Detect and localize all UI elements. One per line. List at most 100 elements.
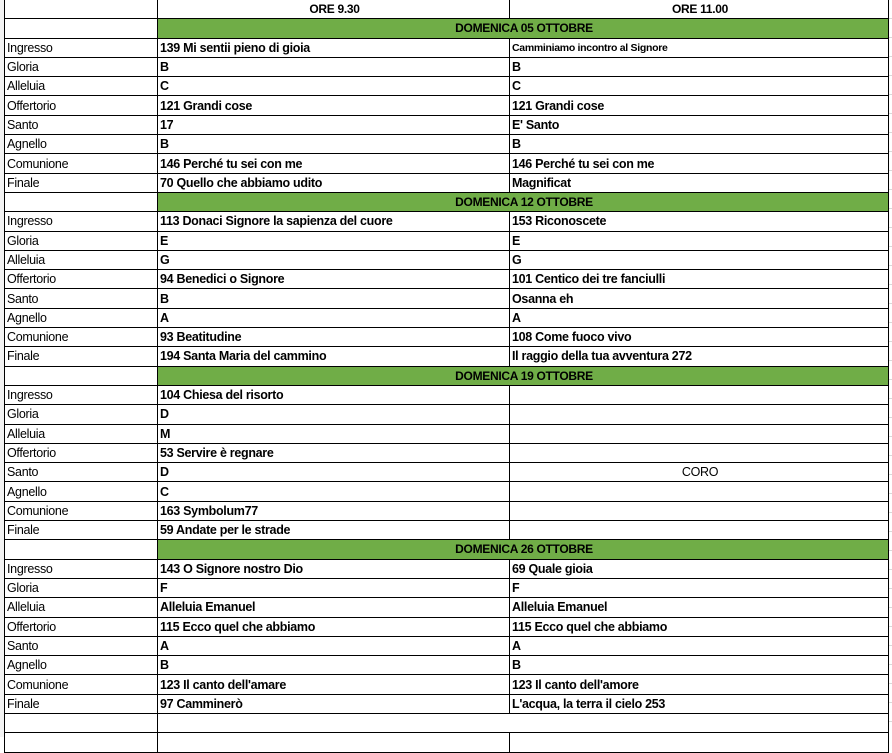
row-label[interactable]: Santo [4, 114, 158, 136]
week-title[interactable]: DOMENICA 05 OTTOBRE [157, 18, 889, 39]
row-label[interactable]: Agnello [4, 481, 158, 502]
row-label[interactable]: Santo [4, 635, 158, 657]
cell-ore-1100[interactable]: 101 Centico dei tre fanciulli [509, 269, 889, 290]
cell-ore-930[interactable]: B [157, 288, 510, 309]
cell-ore-1100[interactable] [509, 481, 889, 502]
cell-ore-930[interactable]: 53 Servire è regnare [157, 442, 510, 464]
cell-ore-1100[interactable]: A [509, 307, 889, 329]
cell-ore-930[interactable]: M [157, 423, 510, 444]
row-label[interactable]: Santo [4, 462, 158, 483]
cell-ore-930[interactable]: A [157, 635, 510, 657]
row-label[interactable]: Agnello [4, 655, 158, 676]
cell-ore-1100[interactable]: 69 Quale gioia [509, 558, 889, 579]
row-label[interactable]: Agnello [4, 307, 158, 329]
row-label[interactable]: Agnello [4, 134, 158, 155]
cell-ore-1100[interactable]: CORO [509, 462, 889, 483]
cell-ore-1100[interactable]: Magnificat [509, 172, 889, 193]
row-label[interactable]: Alleluia [4, 76, 158, 97]
cell-ore-1100[interactable]: G [509, 249, 889, 271]
row-label[interactable]: Offertorio [4, 616, 158, 637]
cell-ore-930[interactable]: Alleluia Emanuel [157, 597, 510, 618]
cell-ore-930[interactable]: G [157, 249, 510, 271]
row-label[interactable]: Gloria [4, 404, 158, 425]
cell-ore-930[interactable]: 115 Ecco quel che abbiamo [157, 616, 510, 637]
cell-ore-1100[interactable]: C [509, 76, 889, 97]
cell-ore-1100[interactable] [509, 500, 889, 522]
row-label[interactable]: Ingresso [4, 211, 158, 232]
row-label[interactable]: Santo [4, 288, 158, 309]
row-label[interactable]: Alleluia [4, 249, 158, 271]
row-label[interactable]: Comunione [4, 327, 158, 348]
cell-ore-930[interactable]: 163 Symbolum77 [157, 500, 510, 522]
cell-ore-930[interactable]: F [157, 577, 510, 599]
cell-ore-930[interactable]: B [157, 56, 510, 78]
row-label[interactable]: Ingresso [4, 384, 158, 406]
header-cell-label[interactable] [4, 0, 158, 20]
cell-ore-1100[interactable]: B [509, 56, 889, 78]
cell-ore-930[interactable]: 70 Quello che abbiamo udito [157, 172, 510, 193]
cell-ore-930[interactable]: 17 [157, 114, 510, 136]
cell-ore-1100[interactable] [509, 442, 889, 464]
empty-cell[interactable] [157, 732, 510, 753]
empty-cell[interactable] [4, 732, 158, 753]
cell-ore-930[interactable]: A [157, 307, 510, 329]
empty-cell[interactable] [4, 539, 158, 560]
header-cell-ore-930[interactable]: ORE 9.30 [157, 0, 510, 20]
row-label[interactable]: Alleluia [4, 423, 158, 444]
cell-ore-1100[interactable] [509, 404, 889, 425]
cell-ore-930[interactable]: 139 Mi sentii pieno di gioia [157, 37, 510, 58]
cell-ore-930[interactable]: B [157, 655, 510, 676]
cell-ore-1100[interactable]: E' Santo [509, 114, 889, 136]
cell-ore-930[interactable]: 104 Chiesa del risorto [157, 384, 510, 406]
cell-ore-1100[interactable]: 115 Ecco quel che abbiamo [509, 616, 889, 637]
cell-ore-1100[interactable] [509, 384, 889, 406]
week-title[interactable]: DOMENICA 19 OTTOBRE [157, 365, 889, 386]
cell-ore-930[interactable]: 194 Santa Maria del cammino [157, 346, 510, 367]
row-label[interactable]: Ingresso [4, 558, 158, 579]
row-label[interactable]: Offertorio [4, 442, 158, 464]
cell-ore-930[interactable]: 59 Andate per le strade [157, 520, 510, 541]
row-label[interactable]: Comunione [4, 674, 158, 695]
cell-ore-1100[interactable]: F [509, 577, 889, 599]
row-label[interactable]: Finale [4, 172, 158, 193]
cell-ore-1100[interactable]: 153 Riconoscete [509, 211, 889, 232]
cell-ore-1100[interactable]: L'acqua, la terra il cielo 253 [509, 693, 889, 714]
cell-ore-930[interactable]: C [157, 481, 510, 502]
header-cell-ore-1100[interactable]: ORE 11.00 [509, 0, 889, 20]
cell-ore-930[interactable]: E [157, 230, 510, 251]
cell-ore-1100[interactable]: A [509, 635, 889, 657]
row-label[interactable]: Gloria [4, 577, 158, 599]
cell-ore-930[interactable]: B [157, 134, 510, 155]
cell-ore-930[interactable]: 123 Il canto dell'amare [157, 674, 510, 695]
empty-cell[interactable] [4, 365, 158, 386]
row-label[interactable]: Finale [4, 346, 158, 367]
row-label[interactable]: Ingresso [4, 37, 158, 58]
cell-ore-930[interactable]: C [157, 76, 510, 97]
cell-ore-1100[interactable]: 123 Il canto dell'amore [509, 674, 889, 695]
cell-ore-1100[interactable]: Il raggio della tua avventura 272 [509, 346, 889, 367]
cell-ore-930[interactable]: 143 O Signore nostro Dio [157, 558, 510, 579]
row-label[interactable]: Finale [4, 693, 158, 714]
cell-ore-1100[interactable]: 146 Perché tu sei con me [509, 153, 889, 174]
cell-ore-1100[interactable] [509, 423, 889, 444]
row-label[interactable]: Offertorio [4, 95, 158, 116]
empty-cell[interactable] [157, 712, 889, 734]
cell-ore-1100[interactable]: Osanna eh [509, 288, 889, 309]
empty-cell[interactable] [4, 712, 158, 734]
cell-ore-1100[interactable]: Alleluia Emanuel [509, 597, 889, 618]
cell-ore-1100[interactable]: 121 Grandi cose [509, 95, 889, 116]
row-label[interactable]: Offertorio [4, 269, 158, 290]
cell-ore-930[interactable]: 146 Perché tu sei con me [157, 153, 510, 174]
empty-cell[interactable] [4, 18, 158, 39]
row-label[interactable]: Comunione [4, 500, 158, 522]
row-label[interactable]: Alleluia [4, 597, 158, 618]
row-label[interactable]: Gloria [4, 230, 158, 251]
row-label[interactable]: Finale [4, 520, 158, 541]
cell-ore-1100[interactable]: Camminiamo incontro al Signore [509, 37, 889, 58]
cell-ore-930[interactable]: 113 Donaci Signore la sapienza del cuore [157, 211, 510, 232]
cell-ore-1100[interactable]: B [509, 655, 889, 676]
week-title[interactable]: DOMENICA 26 OTTOBRE [157, 539, 889, 560]
empty-cell[interactable] [4, 191, 158, 213]
cell-ore-1100[interactable]: E [509, 230, 889, 251]
cell-ore-1100[interactable] [509, 520, 889, 541]
